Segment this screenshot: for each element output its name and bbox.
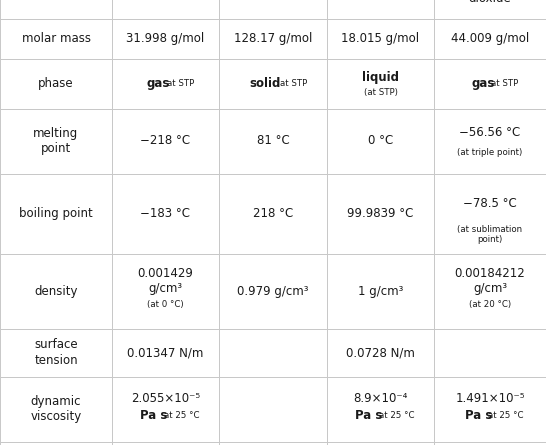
Text: dynamic
viscosity: dynamic viscosity	[31, 395, 81, 423]
Text: 0.01347 N/m: 0.01347 N/m	[127, 346, 204, 359]
Text: carbon
dioxide: carbon dioxide	[468, 0, 512, 5]
Bar	[327, 376, 434, 441]
Bar	[112, 254, 219, 328]
Bar	[0, 19, 112, 58]
Text: 0.00184212
g/cm³: 0.00184212 g/cm³	[455, 267, 525, 295]
Bar	[219, 376, 327, 441]
Text: 0 °C: 0 °C	[368, 134, 393, 147]
Text: 128.17 g/mol: 128.17 g/mol	[234, 32, 312, 45]
Bar	[434, 58, 546, 109]
Text: 0.001429
g/cm³: 0.001429 g/cm³	[138, 267, 193, 295]
Text: 2.055×10⁻⁵: 2.055×10⁻⁵	[131, 392, 200, 405]
Bar	[112, 441, 219, 445]
Text: Pa s: Pa s	[355, 409, 383, 422]
Bar	[0, 109, 112, 174]
Bar	[434, 254, 546, 328]
Text: (at 0 °C): (at 0 °C)	[147, 300, 184, 309]
Text: at 25 °C: at 25 °C	[378, 411, 414, 420]
Text: (at STP): (at STP)	[364, 88, 397, 97]
Text: 218 °C: 218 °C	[253, 207, 293, 220]
Bar	[327, 19, 434, 58]
Text: 0.0728 N/m: 0.0728 N/m	[346, 346, 415, 359]
Text: surface
tension: surface tension	[34, 339, 78, 367]
Text: Pa s: Pa s	[140, 409, 168, 422]
Bar	[219, 328, 327, 376]
Text: phase: phase	[38, 77, 74, 90]
Text: −78.5 °C: −78.5 °C	[463, 197, 517, 210]
Text: 1 g/cm³: 1 g/cm³	[358, 284, 403, 298]
Text: (at 20 °C): (at 20 °C)	[469, 300, 511, 309]
Bar	[434, 109, 546, 174]
Text: 8.9×10⁻⁴: 8.9×10⁻⁴	[353, 392, 408, 405]
Bar	[219, 441, 327, 445]
Bar	[434, 0, 546, 19]
Bar	[0, 174, 112, 254]
Text: 81 °C: 81 °C	[257, 134, 289, 147]
Text: liquid: liquid	[362, 70, 399, 84]
Bar	[327, 254, 434, 328]
Bar	[434, 19, 546, 58]
Bar	[219, 58, 327, 109]
Bar	[434, 174, 546, 254]
Text: 18.015 g/mol: 18.015 g/mol	[341, 32, 419, 45]
Text: −218 °C: −218 °C	[140, 134, 191, 147]
Text: 0.979 g/cm³: 0.979 g/cm³	[238, 284, 308, 298]
Bar	[112, 58, 219, 109]
Bar	[327, 0, 434, 19]
Text: boiling point: boiling point	[19, 207, 93, 220]
Bar	[0, 376, 112, 441]
Text: gas: gas	[471, 77, 495, 90]
Bar	[434, 328, 546, 376]
Text: solid: solid	[250, 77, 281, 90]
Bar	[0, 58, 112, 109]
Text: Pa s: Pa s	[465, 409, 492, 422]
Text: molar mass: molar mass	[21, 32, 91, 45]
Bar	[112, 328, 219, 376]
Bar	[219, 109, 327, 174]
Text: melting
point: melting point	[33, 127, 79, 155]
Text: at STP: at STP	[280, 79, 307, 88]
Bar	[112, 19, 219, 58]
Text: 31.998 g/mol: 31.998 g/mol	[126, 32, 205, 45]
Text: at STP: at STP	[491, 79, 518, 88]
Bar	[327, 441, 434, 445]
Text: (at triple point): (at triple point)	[458, 148, 523, 157]
Bar	[0, 0, 112, 19]
Bar	[434, 376, 546, 441]
Bar	[327, 174, 434, 254]
Text: −56.56 °C: −56.56 °C	[459, 126, 521, 139]
Bar	[219, 19, 327, 58]
Bar	[0, 328, 112, 376]
Bar	[112, 376, 219, 441]
Bar	[327, 109, 434, 174]
Bar	[219, 254, 327, 328]
Text: at 25 °C: at 25 °C	[164, 411, 199, 420]
Text: at STP: at STP	[167, 79, 194, 88]
Bar	[219, 0, 327, 19]
Text: gas: gas	[147, 77, 170, 90]
Bar	[327, 58, 434, 109]
Bar	[112, 0, 219, 19]
Text: (at sublimation
point): (at sublimation point)	[458, 225, 523, 244]
Text: at 25 °C: at 25 °C	[488, 411, 524, 420]
Text: 1.491×10⁻⁵: 1.491×10⁻⁵	[455, 392, 525, 405]
Text: density: density	[34, 284, 78, 298]
Bar	[0, 441, 112, 445]
Bar	[219, 174, 327, 254]
Bar	[112, 174, 219, 254]
Text: 99.9839 °C: 99.9839 °C	[347, 207, 414, 220]
Bar	[112, 109, 219, 174]
Bar	[0, 254, 112, 328]
Text: −183 °C: −183 °C	[140, 207, 191, 220]
Bar	[327, 328, 434, 376]
Text: 44.009 g/mol: 44.009 g/mol	[451, 32, 529, 45]
Bar	[434, 441, 546, 445]
